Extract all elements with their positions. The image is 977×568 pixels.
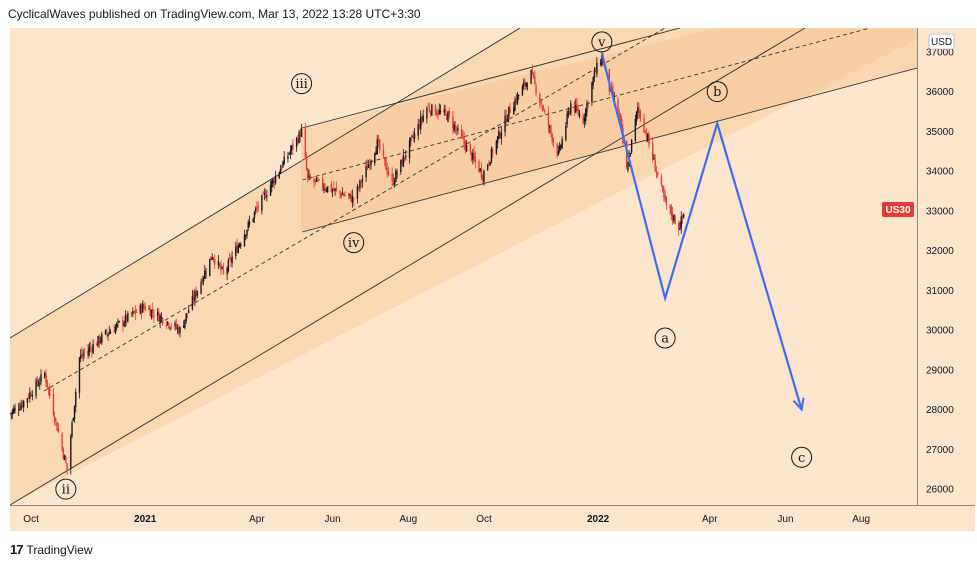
projection-arrowhead: [792, 397, 805, 412]
price-ticks: 37000 36000 35000 34000 33000 32000 31000 30000…: [926, 47, 954, 495]
time-tick-label: Jun: [777, 514, 793, 525]
symbol-badge-label: US30: [885, 205, 910, 216]
time-tick-label: Oct: [476, 514, 492, 525]
time-ticks: Oct 2021 Apr Jun Aug Oct 2022 Apr Jun Aug: [23, 514, 870, 525]
symbol-badge: [882, 202, 914, 217]
inner-channel-lower-line: [301, 67, 917, 233]
price-tick-label: 32000: [926, 246, 954, 257]
wave-label-circle: [591, 31, 613, 53]
candles: [10, 51, 685, 475]
wave-label-circle: [343, 232, 365, 254]
price-tick-label: 34000: [926, 167, 954, 178]
price-tick-label: 30000: [926, 326, 954, 337]
price-tick-label: 33000: [926, 206, 954, 217]
price-tick-label: 31000: [926, 286, 954, 297]
price-axis[interactable]: [917, 28, 976, 505]
wave-label-v: v: [597, 35, 606, 50]
time-tick-label: Aug: [399, 514, 417, 525]
wave-label-circle: [706, 81, 728, 103]
main-channel-mid-line: [43, 28, 666, 392]
footer: 17 TradingView: [10, 542, 93, 557]
time-tick-label: Apr: [249, 514, 265, 525]
inner-channel-fill: [302, 28, 917, 232]
projection-path: [600, 53, 803, 410]
price-tick-label: 26000: [926, 485, 954, 496]
time-tick-label: Aug: [852, 514, 870, 525]
main-channel-fill: [10, 28, 917, 505]
price-tick-label: 29000: [926, 365, 954, 376]
wave-label-iii: iii: [295, 77, 307, 92]
time-tick-label: 2022: [587, 514, 610, 525]
wave-label-circle: [291, 73, 313, 95]
time-tick-label: Apr: [702, 514, 718, 525]
wave-label-a: a: [661, 332, 669, 347]
unit-label: USD: [931, 37, 952, 48]
price-tick-label: 37000: [926, 47, 954, 58]
wave-label-circle: [791, 446, 813, 468]
price-tick-label: 35000: [926, 127, 954, 138]
wave-label-ii: ii: [62, 483, 70, 498]
inner-channel-upper-line: [301, 28, 681, 129]
footer-brand: TradingView: [26, 542, 93, 557]
time-tick-label: 2021: [134, 514, 157, 525]
price-tick-label: 27000: [926, 445, 954, 456]
wave-label-iv: iv: [348, 236, 360, 251]
wave-label-c: c: [798, 451, 805, 466]
time-axis[interactable]: [10, 505, 975, 531]
time-tick-label: Oct: [23, 514, 39, 525]
price-tick-label: 28000: [926, 405, 954, 416]
publish-header: CyclicalWaves published on TradingView.c…: [8, 7, 421, 21]
time-tick-label: Jun: [325, 514, 341, 525]
main-channel-lower-line: [10, 28, 806, 505]
main-channel-upper-line: [10, 28, 521, 339]
price-tick-label: 36000: [926, 87, 954, 98]
wave-label-b: b: [713, 85, 721, 100]
wave-label-circle: [55, 478, 77, 500]
unit-box: [928, 33, 955, 50]
tradingview-logo-icon: 17: [10, 542, 24, 557]
wave-label-circle: [654, 327, 676, 349]
